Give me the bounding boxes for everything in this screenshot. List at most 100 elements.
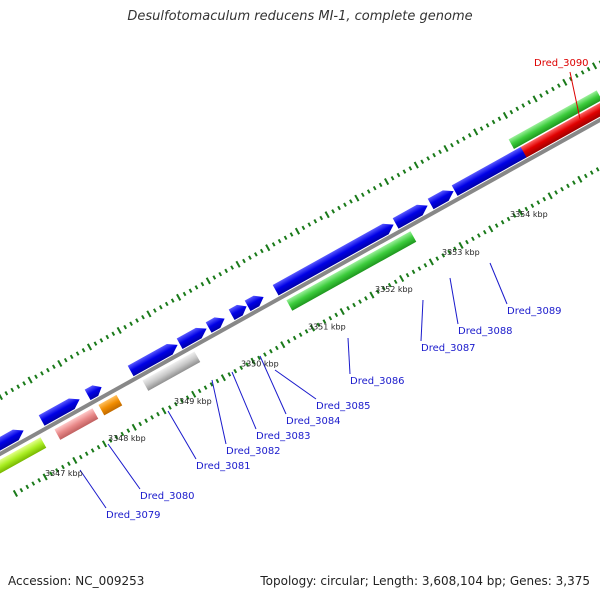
tick-mark — [69, 354, 74, 360]
gene-feature[interactable] — [127, 340, 181, 377]
gene-arrow[interactable] — [228, 301, 250, 321]
gene-label[interactable]: Dred_3088 — [458, 326, 513, 337]
gene-arrow[interactable] — [244, 292, 267, 312]
gene-feature[interactable] — [228, 301, 250, 321]
gene-feature[interactable] — [451, 143, 535, 196]
gene-arrow[interactable] — [142, 351, 201, 391]
gene-label[interactable]: Dred_3084 — [286, 416, 341, 427]
tick-mark — [188, 288, 193, 293]
tick-mark — [161, 407, 167, 415]
tick-mark — [447, 249, 452, 255]
tick-mark — [114, 435, 119, 440]
gene-label[interactable]: Dred_3087 — [421, 343, 476, 354]
gene-feature[interactable] — [392, 200, 431, 229]
tick-mark — [146, 310, 152, 318]
tick-mark — [554, 190, 558, 195]
tick-mark — [536, 200, 541, 205]
tick-mark — [301, 225, 306, 231]
tick-mark — [441, 253, 446, 258]
tick-mark — [292, 335, 297, 341]
gene-label[interactable]: Dred_3090 — [534, 58, 589, 69]
gene-arrow[interactable] — [286, 231, 417, 311]
tick-mark — [55, 468, 59, 473]
gene-arrow[interactable] — [427, 186, 457, 210]
tick-mark — [81, 348, 86, 353]
gene-arrow[interactable] — [451, 143, 535, 196]
tick-mark — [428, 258, 434, 266]
gene-label[interactable]: Dred_3089 — [507, 306, 562, 317]
tick-mark — [586, 66, 591, 72]
kbp-label: 3353 kbp — [442, 248, 480, 257]
genome-backbone — [0, 117, 600, 457]
tick-mark — [135, 318, 139, 323]
gene-arrow[interactable] — [272, 219, 397, 296]
leader-line — [489, 262, 508, 305]
gene-arrow[interactable] — [508, 90, 600, 150]
tick-mark — [27, 376, 33, 384]
tick-mark — [176, 293, 182, 301]
gene-arrow[interactable] — [98, 394, 123, 416]
gene-feature[interactable] — [520, 101, 600, 158]
tick-mark — [212, 275, 217, 280]
tick-mark — [254, 252, 258, 257]
gene-feature[interactable] — [272, 219, 397, 296]
tick-mark — [259, 248, 264, 254]
gene-arrow[interactable] — [54, 408, 99, 440]
tick-mark — [497, 116, 502, 121]
tick-mark — [233, 368, 238, 374]
tick-mark — [477, 233, 481, 238]
gene-feature[interactable] — [176, 323, 210, 349]
tick-mark — [432, 152, 436, 158]
leader-line — [79, 469, 107, 509]
tick-mark — [512, 213, 517, 218]
gene-feature[interactable] — [142, 351, 201, 391]
tick-mark — [343, 202, 347, 207]
gene-arrow[interactable] — [520, 101, 600, 158]
tick-mark — [530, 203, 535, 208]
tick-mark — [307, 222, 312, 227]
gene-feature[interactable] — [98, 394, 123, 416]
gene-feature[interactable] — [286, 231, 417, 311]
gene-feature[interactable] — [508, 90, 600, 150]
tick-mark — [52, 364, 56, 370]
gene-feature[interactable] — [84, 382, 105, 401]
gene-feature[interactable] — [0, 425, 27, 457]
gene-arrow[interactable] — [84, 382, 105, 401]
gene-arrow[interactable] — [205, 313, 228, 333]
tick-mark — [209, 382, 214, 387]
tick-mark — [491, 119, 496, 125]
tick-mark — [366, 189, 371, 194]
gene-arrow[interactable] — [392, 200, 431, 229]
tick-mark — [589, 170, 594, 175]
gene-label[interactable]: Dred_3083 — [256, 431, 311, 442]
tick-mark — [387, 282, 392, 288]
tick-mark — [551, 86, 555, 92]
gene-feature[interactable] — [0, 437, 47, 475]
tick-mark — [203, 385, 208, 390]
gene-label[interactable]: Dred_3082 — [226, 446, 281, 457]
tick-mark — [182, 291, 187, 297]
gene-feature[interactable] — [54, 408, 99, 440]
gene-feature[interactable] — [205, 313, 228, 333]
gene-arrow[interactable] — [0, 425, 27, 457]
tick-mark — [542, 196, 547, 202]
gene-label[interactable]: Dred_3085 — [316, 401, 371, 412]
leader-line — [420, 299, 424, 342]
tick-mark — [580, 70, 585, 75]
gene-feature[interactable] — [38, 394, 83, 426]
tick-mark — [191, 390, 197, 398]
gene-label[interactable]: Dred_3080 — [140, 491, 195, 502]
gene-feature[interactable] — [244, 292, 267, 312]
gene-arrow[interactable] — [176, 323, 210, 349]
gene-label[interactable]: Dred_3086 — [350, 376, 405, 387]
gene-label[interactable]: Dred_3079 — [106, 510, 161, 521]
gene-feature[interactable] — [427, 186, 457, 210]
gene-arrow[interactable] — [0, 437, 47, 475]
gene-label[interactable]: Dred_3081 — [196, 461, 251, 472]
gene-arrow[interactable] — [38, 394, 83, 426]
tick-mark — [283, 235, 288, 241]
tick-mark — [99, 338, 104, 343]
gene-arrow[interactable] — [127, 340, 181, 377]
tick-mark — [532, 95, 538, 103]
tick-mark — [488, 225, 494, 233]
